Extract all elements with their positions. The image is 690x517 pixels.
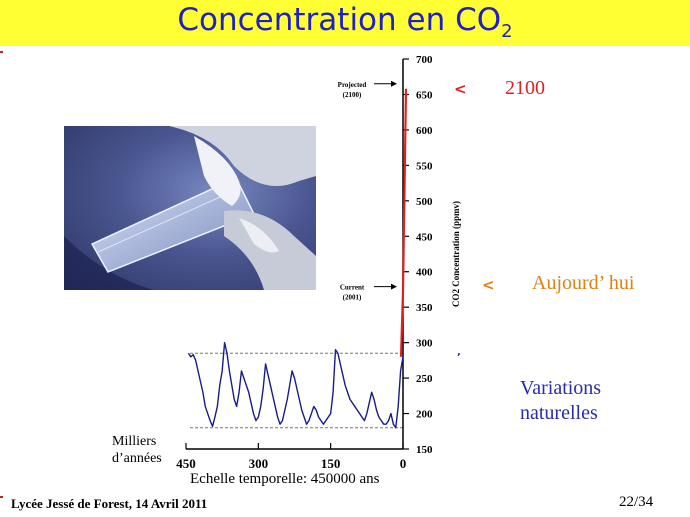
time-scale-caption: Echelle temporelle: 450000 ans [190,471,380,487]
y-axis-label: CO2 Concentration (ppmv) [451,201,461,307]
marker-natural-icon: ’ [457,352,461,363]
y-tick-label-400: 400 [416,267,433,279]
annotation-2100: 2100 [505,77,545,99]
series-line-natural [187,341,404,429]
y-tick-label-200: 200 [416,409,433,421]
footer-text: Lycée Jessé de Forest, 14 Avril 2011 [11,496,208,511]
title-main-text: Concentration en CO [177,2,502,38]
annotation-natural-line1: Variations [520,377,602,399]
x-tick-label-450: 450 [176,456,196,471]
y-tick-label-600: 600 [416,125,433,137]
point-label-projected-line2: (2100) [343,91,362,99]
point-arrow-head-current [391,283,397,290]
x-tick-label-150: 150 [321,456,341,471]
x-tick-label-300: 300 [249,456,269,471]
x-axis-unit-line2: d’années [112,451,162,466]
title-bar [0,0,690,46]
y-tick-label-700: 700 [416,54,433,66]
y-tick-label-300: 300 [416,338,433,350]
slide-title: Concentration en CO2 [0,2,690,42]
annotation-natural: Variations naturelles [520,376,601,426]
point-label-current-line2: (2001) [343,294,362,302]
y-tick-label-500: 500 [416,196,433,208]
margin-tick-bottom [0,496,3,498]
margin-tick-top [0,51,3,53]
y-tick-label-250: 250 [416,373,433,385]
x-axis-unit-label: Milliers d’années [112,433,162,467]
y-tick-label-150: 150 [416,444,433,456]
series-line-modern [399,88,408,357]
arrow-2100-icon: < [454,80,467,98]
annotation-natural-line2: naturelles [520,402,598,424]
y-tick-label-450: 450 [416,231,433,243]
point-arrow-head-projected [391,80,397,87]
page-number: 22/34 [619,494,654,510]
point-label-current-line1: Current [340,284,365,292]
y-tick-label-350: 350 [416,302,433,314]
annotation-today: Aujourd’ hui [532,272,635,294]
y-tick-label-650: 650 [416,89,433,101]
x-tick-label-0: 0 [400,456,407,471]
y-tick-label-550: 550 [416,160,433,172]
point-label-projected-line1: Projected [338,81,367,89]
ice-core-photo [64,126,316,290]
x-axis-unit-line1: Milliers [112,434,157,449]
arrow-today-icon: < [482,276,495,294]
title-subscript: 2 [501,21,513,43]
